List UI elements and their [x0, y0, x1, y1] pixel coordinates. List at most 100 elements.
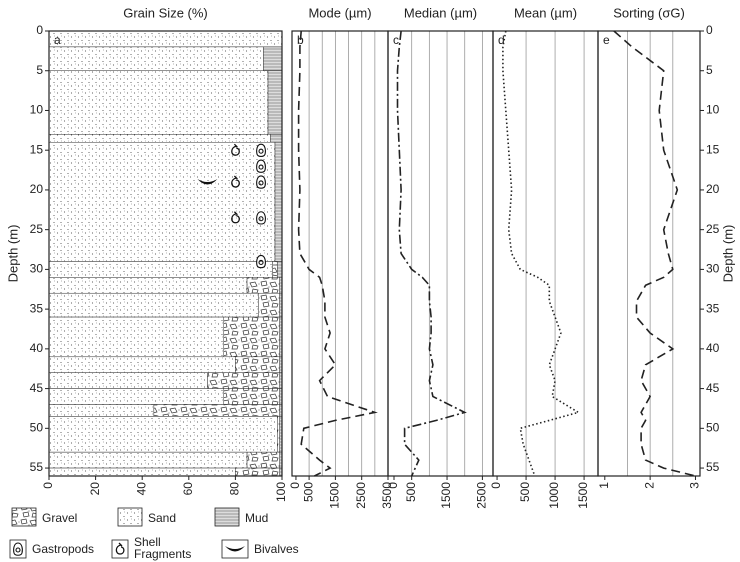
y-tick-label: 5 — [36, 63, 43, 77]
x-tick-label: 80 — [228, 482, 242, 496]
panel-letter: a — [54, 33, 61, 47]
y-tick-label: 50 — [30, 420, 44, 434]
x-tick-label: 20 — [88, 482, 102, 496]
y-tick-label: 0 — [706, 23, 713, 37]
y-axis-label: Depth (m) — [5, 225, 20, 283]
grain-segment — [223, 388, 280, 405]
grain-segment — [258, 292, 280, 318]
y-tick-label: 5 — [706, 63, 713, 77]
y-tick-label: 0 — [36, 23, 43, 37]
grain-segment — [270, 134, 283, 143]
grain-segment — [48, 30, 283, 48]
x-tick-label: 0 — [41, 482, 55, 489]
grain-segment — [263, 46, 283, 71]
legend-label: Gravel — [42, 511, 77, 525]
x-tick-label: 40 — [134, 482, 148, 496]
legend-label: Mud — [245, 511, 268, 525]
panel-letter: c — [393, 33, 399, 47]
legend-label-box: Gastropods — [32, 543, 95, 556]
grain-segment — [246, 277, 280, 294]
legend-label-box: Bivalves — [254, 543, 299, 556]
grain-segment — [223, 316, 280, 358]
x-tick-label: 2500 — [354, 482, 368, 509]
panel-title: Grain Size (%) — [123, 5, 208, 20]
grain-segment — [207, 372, 280, 389]
grain-segment — [272, 261, 278, 278]
y-tick-label: 25 — [30, 222, 44, 236]
x-tick-label: 500 — [404, 482, 418, 502]
y-tick-label: 10 — [30, 103, 44, 117]
y-tick-label: 55 — [706, 460, 720, 474]
x-tick-label: 1500 — [439, 482, 453, 509]
grain-segment — [48, 292, 259, 318]
grain-segment — [48, 46, 264, 71]
x-tick-label: 500 — [518, 482, 532, 502]
panel-title: Median (µm) — [404, 5, 477, 20]
y-tick-label: 15 — [706, 142, 720, 156]
y-tick-label: 35 — [706, 301, 720, 315]
grain-segment — [48, 356, 236, 373]
legend-label-box: Shell Fragments — [134, 536, 192, 561]
panel-letter: d — [498, 33, 505, 47]
y-tick-label: 20 — [30, 182, 44, 196]
legend-swatch — [11, 507, 37, 527]
y-tick-label: 40 — [706, 341, 720, 355]
legend-label: Gastropods — [32, 543, 95, 556]
x-tick-label: 0 — [288, 482, 302, 489]
panel-frame — [387, 30, 494, 477]
grain-segment — [48, 416, 278, 453]
panel-frame — [597, 30, 701, 477]
y-tick-label: 25 — [706, 222, 720, 236]
legend-swatch — [214, 507, 240, 527]
x-tick-label: 1000 — [547, 482, 561, 509]
panel-title: Mean (µm) — [514, 5, 577, 20]
y-tick-label: 45 — [706, 381, 720, 395]
grain-segment — [48, 70, 269, 135]
legend-label: Shell Fragments — [134, 536, 192, 561]
legend-swatch — [111, 539, 129, 559]
grain-segment — [48, 142, 276, 262]
x-tick-label: 0 — [489, 482, 503, 489]
legend-label: Bivalves — [254, 543, 299, 556]
panel-letter: b — [297, 33, 304, 47]
y-tick-label: 20 — [706, 182, 720, 196]
panel-title: Sorting (σG) — [613, 5, 685, 20]
grain-segment — [48, 404, 155, 417]
data-line — [297, 30, 378, 477]
y-tick-label: 50 — [706, 420, 720, 434]
legend-label: Sand — [148, 511, 176, 525]
grain-segment — [235, 356, 280, 373]
grain-segment — [48, 467, 236, 477]
data-line — [502, 30, 581, 477]
grain-segment — [246, 451, 280, 469]
x-tick-label: 100 — [274, 482, 288, 502]
y-tick-label: 55 — [30, 460, 44, 474]
x-tick-label: 60 — [181, 482, 195, 496]
data-line — [613, 30, 696, 477]
grain-segment — [48, 372, 208, 389]
y-tick-label: 30 — [706, 262, 720, 276]
y-tick-label: 40 — [30, 341, 44, 355]
grain-segment — [48, 316, 224, 358]
legend-swatch — [117, 507, 143, 527]
x-tick-label: 500 — [301, 482, 315, 502]
x-tick-label: 3500 — [380, 482, 394, 509]
y-axis-label: Depth (m) — [720, 225, 735, 283]
x-tick-label: 2500 — [475, 482, 489, 509]
grain-segment — [274, 142, 283, 262]
y-tick-label: 45 — [30, 381, 44, 395]
x-tick-label: 0 — [386, 482, 400, 489]
x-tick-label: 1500 — [328, 482, 342, 509]
panel-frame — [492, 30, 599, 477]
x-tick-label: 1 — [597, 482, 611, 489]
grain-segment — [48, 388, 224, 405]
grain-segment — [48, 451, 248, 469]
panel-frame — [291, 30, 389, 477]
grain-segment — [277, 416, 280, 453]
grain-segment — [267, 70, 283, 135]
data-line — [396, 30, 467, 477]
grain-segment — [48, 134, 271, 143]
panel-letter: e — [603, 33, 610, 47]
x-tick-label: 3 — [688, 482, 702, 489]
